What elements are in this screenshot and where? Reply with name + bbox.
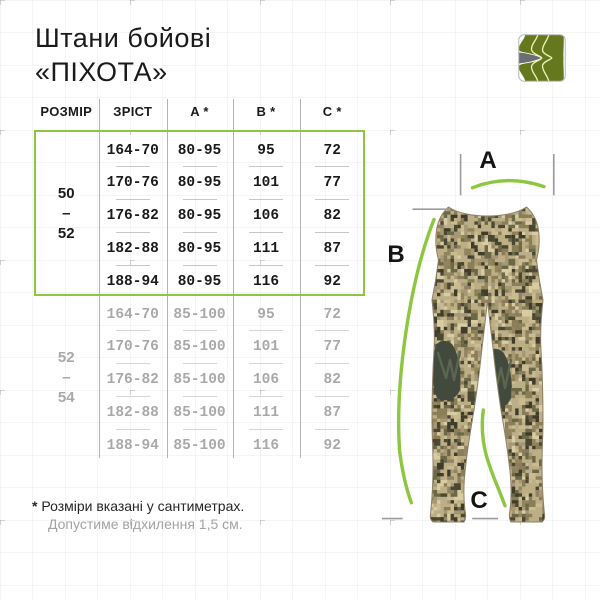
svg-text:C: C: [470, 487, 487, 514]
svg-text:A: A: [479, 147, 496, 174]
svg-text:B: B: [387, 241, 404, 268]
